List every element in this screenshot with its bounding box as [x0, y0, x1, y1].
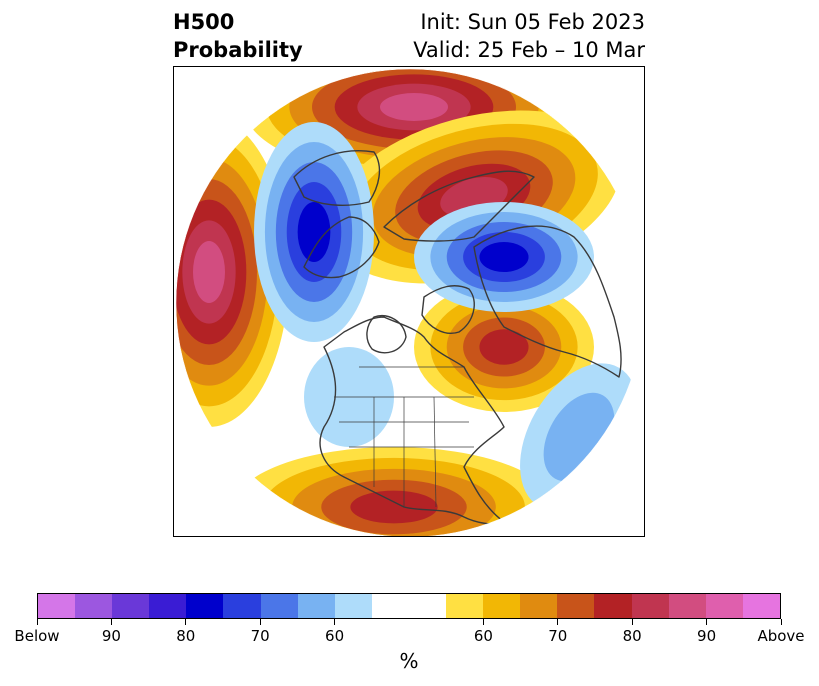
contour-bering-ridge-90	[380, 93, 448, 121]
eurasia-coast	[473, 225, 622, 378]
colorbar-segment-18	[705, 594, 743, 618]
colorbar-segment-11	[446, 594, 484, 618]
colorbar-segment-17	[668, 594, 706, 618]
colorbar-segment-16	[631, 594, 669, 618]
colorbar-segment-6	[260, 594, 298, 618]
state-borders	[334, 366, 474, 508]
init-time-label: Init: Sun 05 Feb 2023	[420, 10, 645, 34]
probability-map	[175, 68, 644, 536]
contour-northern-europe-trough-80	[479, 242, 529, 272]
colorbar-tick-label: 80	[176, 627, 196, 645]
colorbar	[37, 593, 781, 619]
colorbar-segment-14	[557, 594, 595, 618]
title-line-2: Probability	[173, 38, 303, 62]
map-panel	[173, 66, 645, 537]
colorbar-segment-9	[371, 594, 409, 618]
chart-title: H500 Probability	[173, 8, 303, 64]
colorbar-tick-label: 90	[101, 627, 121, 645]
colorbar-tick-label: 70	[548, 627, 568, 645]
colorbar-segment-7	[297, 594, 335, 618]
colorbar-tick-label: Below	[14, 627, 60, 645]
alaska-coast	[303, 216, 380, 279]
asia-coast	[383, 170, 535, 242]
colorbar-tick-label: 80	[622, 627, 642, 645]
contour-north-atlantic-ridge-80	[479, 329, 529, 365]
colorbar-tick	[185, 619, 187, 625]
colorbar-tick-label: 90	[697, 627, 717, 645]
colorbar-tick-label: 60	[473, 627, 493, 645]
colorbar-segment-12	[483, 594, 521, 618]
colorbar-tick	[780, 619, 782, 625]
contour-southeast-us-ridge-80	[350, 490, 438, 524]
colorbar-tick-label: 60	[325, 627, 345, 645]
contour-north-pacific-ridge-90	[193, 241, 225, 303]
colorbar-tick	[631, 619, 633, 625]
colorbar-tick	[557, 619, 559, 625]
contour-siberia-trough-80	[297, 202, 331, 262]
chart-subtitle: Init: Sun 05 Feb 2023 Valid: 25 Feb – 10…	[413, 8, 645, 64]
colorbar-segment-10	[408, 594, 447, 618]
colorbar-tick	[259, 619, 261, 625]
colorbar-tick	[482, 619, 484, 625]
colorbar-segment-3	[149, 594, 187, 618]
colorbar-unit-label: %	[399, 649, 419, 673]
colorbar-segment-19	[742, 594, 780, 618]
north-america-coast	[319, 316, 505, 525]
colorbar-tick-label: Above	[757, 627, 805, 645]
colorbar-segment-15	[594, 594, 632, 618]
colorbar-tick	[706, 619, 708, 625]
title-line-1: H500	[173, 10, 235, 34]
colorbar-segment-8	[334, 594, 372, 618]
greenland-coast	[421, 285, 475, 334]
colorbar-segment-2	[112, 594, 150, 618]
land-layer	[293, 150, 622, 525]
siberia-coast	[293, 150, 381, 206]
region-northern-europe-trough	[414, 202, 594, 312]
colorbar-segment-1	[75, 594, 113, 618]
region-siberia-trough	[254, 122, 374, 342]
colorbar-tick	[36, 619, 38, 625]
colorbar-segment-5	[223, 594, 261, 618]
colorbar-tick-label: 70	[250, 627, 270, 645]
colorbar-segment-4	[186, 594, 224, 618]
valid-period-label: Valid: 25 Feb – 10 Mar	[413, 38, 645, 62]
hudson-bay-coast	[366, 315, 407, 354]
colorbar-tick	[334, 619, 336, 625]
colorbar-tick	[110, 619, 112, 625]
colorbar-segment-0	[38, 594, 76, 618]
colorbar-segment-13	[520, 594, 558, 618]
